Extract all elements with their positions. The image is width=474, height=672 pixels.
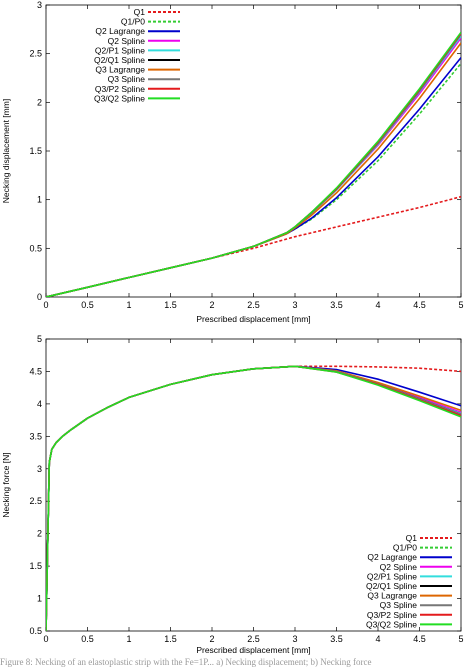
legend-label: Q2 Lagrange xyxy=(95,26,145,36)
x-tick-label: 4.5 xyxy=(413,300,426,310)
y-tick-label: 1 xyxy=(37,195,42,205)
y-tick-label: 5 xyxy=(37,334,42,344)
x-tick-label: 0.5 xyxy=(81,634,94,644)
x-tick-label: 5 xyxy=(458,300,463,310)
y-tick-label: 4 xyxy=(37,399,42,409)
legend-label: Q2 Spline xyxy=(108,36,146,46)
x-tick-label: 1 xyxy=(126,634,131,644)
y-tick-label: 0 xyxy=(37,292,42,302)
series-group xyxy=(46,365,461,631)
figure-caption: Figure 8: Necking of an elastoplastic st… xyxy=(0,657,372,667)
legend-label: Q1 xyxy=(406,533,418,543)
y-axis-label: Necking force [N] xyxy=(1,452,11,517)
legend-label: Q3 Spline xyxy=(108,74,146,84)
x-tick-label: 2 xyxy=(209,634,214,644)
y-tick-label: 0.5 xyxy=(29,243,42,253)
legend-label: Q3 Spline xyxy=(380,600,418,610)
x-tick-label: 2.5 xyxy=(247,300,260,310)
y-tick-label: 1.5 xyxy=(29,146,42,156)
series-line-q3-q2-spline xyxy=(46,31,461,297)
legend-label: Q2/Q1 Spline xyxy=(366,581,417,591)
legend-label: Q2 Spline xyxy=(380,562,418,572)
x-tick-label: 2.5 xyxy=(247,634,260,644)
x-axis-label: Prescribed displacement [mm] xyxy=(196,645,310,655)
x-tick-label: 4 xyxy=(375,634,380,644)
legend-label: Q3/P2 Spline xyxy=(95,84,145,94)
legend-label: Q3 Lagrange xyxy=(95,65,145,75)
x-tick-label: 3 xyxy=(292,634,297,644)
legend-label: Q1 xyxy=(134,7,146,17)
x-tick-label: 5 xyxy=(458,634,463,644)
legend-label: Q3/Q2 Spline xyxy=(94,93,145,103)
series-line-q3-q2-spline xyxy=(46,365,461,631)
y-tick-label: 0.5 xyxy=(29,626,42,636)
x-tick-label: 3.5 xyxy=(330,300,343,310)
x-tick-label: 3.5 xyxy=(330,634,343,644)
y-tick-label: 1.5 xyxy=(29,561,42,571)
legend-label: Q2 Lagrange xyxy=(367,552,417,562)
x-tick-label: 2 xyxy=(209,300,214,310)
x-tick-label: 0 xyxy=(43,634,48,644)
x-tick-label: 1.5 xyxy=(164,300,177,310)
legend-label: Q2/Q1 Spline xyxy=(94,55,145,65)
legend-label: Q2/P1 Spline xyxy=(95,45,145,55)
x-tick-label: 1 xyxy=(126,300,131,310)
necking-displacement-plot: 0 0.5 1 1.5 2 2.5 3 3.5 4 4.5 5 0 0.5 1 1.5 2 2.5 3 Prescr… xyxy=(1,0,464,324)
y-axis-label: Necking displacement [mm] xyxy=(1,99,11,203)
legend-label: Q2/P1 Spline xyxy=(367,571,417,581)
legend-label: Q3/Q2 Spline xyxy=(366,619,417,629)
legend-label: Q1/P0 xyxy=(121,17,145,27)
y-tick-label: 3 xyxy=(37,464,42,474)
figure: 0 0.5 1 1.5 2 2.5 3 3.5 4 4.5 500.511.522.53Prescr… xyxy=(1,0,464,655)
legend-label: Q3 Lagrange xyxy=(367,591,417,601)
y-tick-label: 1 xyxy=(37,594,42,604)
y-tick-label: 2.5 xyxy=(29,496,42,506)
x-tick-label: 0 xyxy=(43,300,48,310)
y-tick-label: 3.5 xyxy=(29,431,42,441)
x-axis-label: Prescribed displacement [mm] xyxy=(196,314,310,324)
series-group xyxy=(46,31,461,297)
legend-label: Q1/P0 xyxy=(393,543,417,553)
y-tick-label: 4.5 xyxy=(29,366,42,376)
x-tick-label: 3 xyxy=(292,300,297,310)
y-tick-label: 2 xyxy=(37,529,42,539)
x-tick-label: 4 xyxy=(375,300,380,310)
legend-label: Q3/P2 Spline xyxy=(367,610,417,620)
x-tick-label: 0.5 xyxy=(81,300,94,310)
y-tick-label: 2.5 xyxy=(29,49,42,59)
y-tick-label: 2 xyxy=(37,97,42,107)
x-tick-label: 1.5 xyxy=(164,634,177,644)
y-tick-label: 3 xyxy=(37,0,42,10)
x-tick-label: 4.5 xyxy=(413,634,426,644)
necking-force-plot: 0 0.5 1 1.5 2 2.5 3 3.5 4 4.5 50.511.522.533.544.5… xyxy=(1,334,464,655)
